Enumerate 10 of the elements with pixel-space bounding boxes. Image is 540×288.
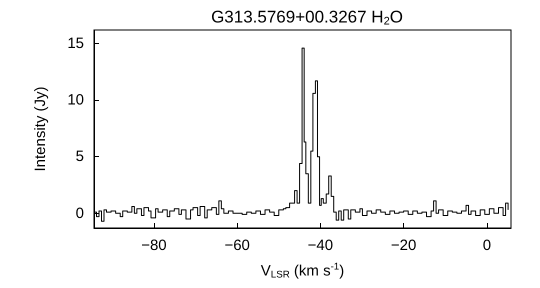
x-tick-label: 0 [482, 237, 492, 254]
x-tick-label: −40 [308, 237, 334, 254]
y-axis-title: Intensity (Jy) [32, 86, 49, 172]
y-tick-label: 15 [67, 35, 84, 52]
x-tick-label: −80 [141, 237, 167, 254]
y-tick-label: 0 [76, 204, 84, 222]
x-tick-label: −20 [390, 237, 416, 254]
y-tick-label: 10 [67, 92, 84, 109]
y-tick-label: 5 [76, 148, 84, 166]
x-tick-label: −60 [224, 237, 250, 254]
